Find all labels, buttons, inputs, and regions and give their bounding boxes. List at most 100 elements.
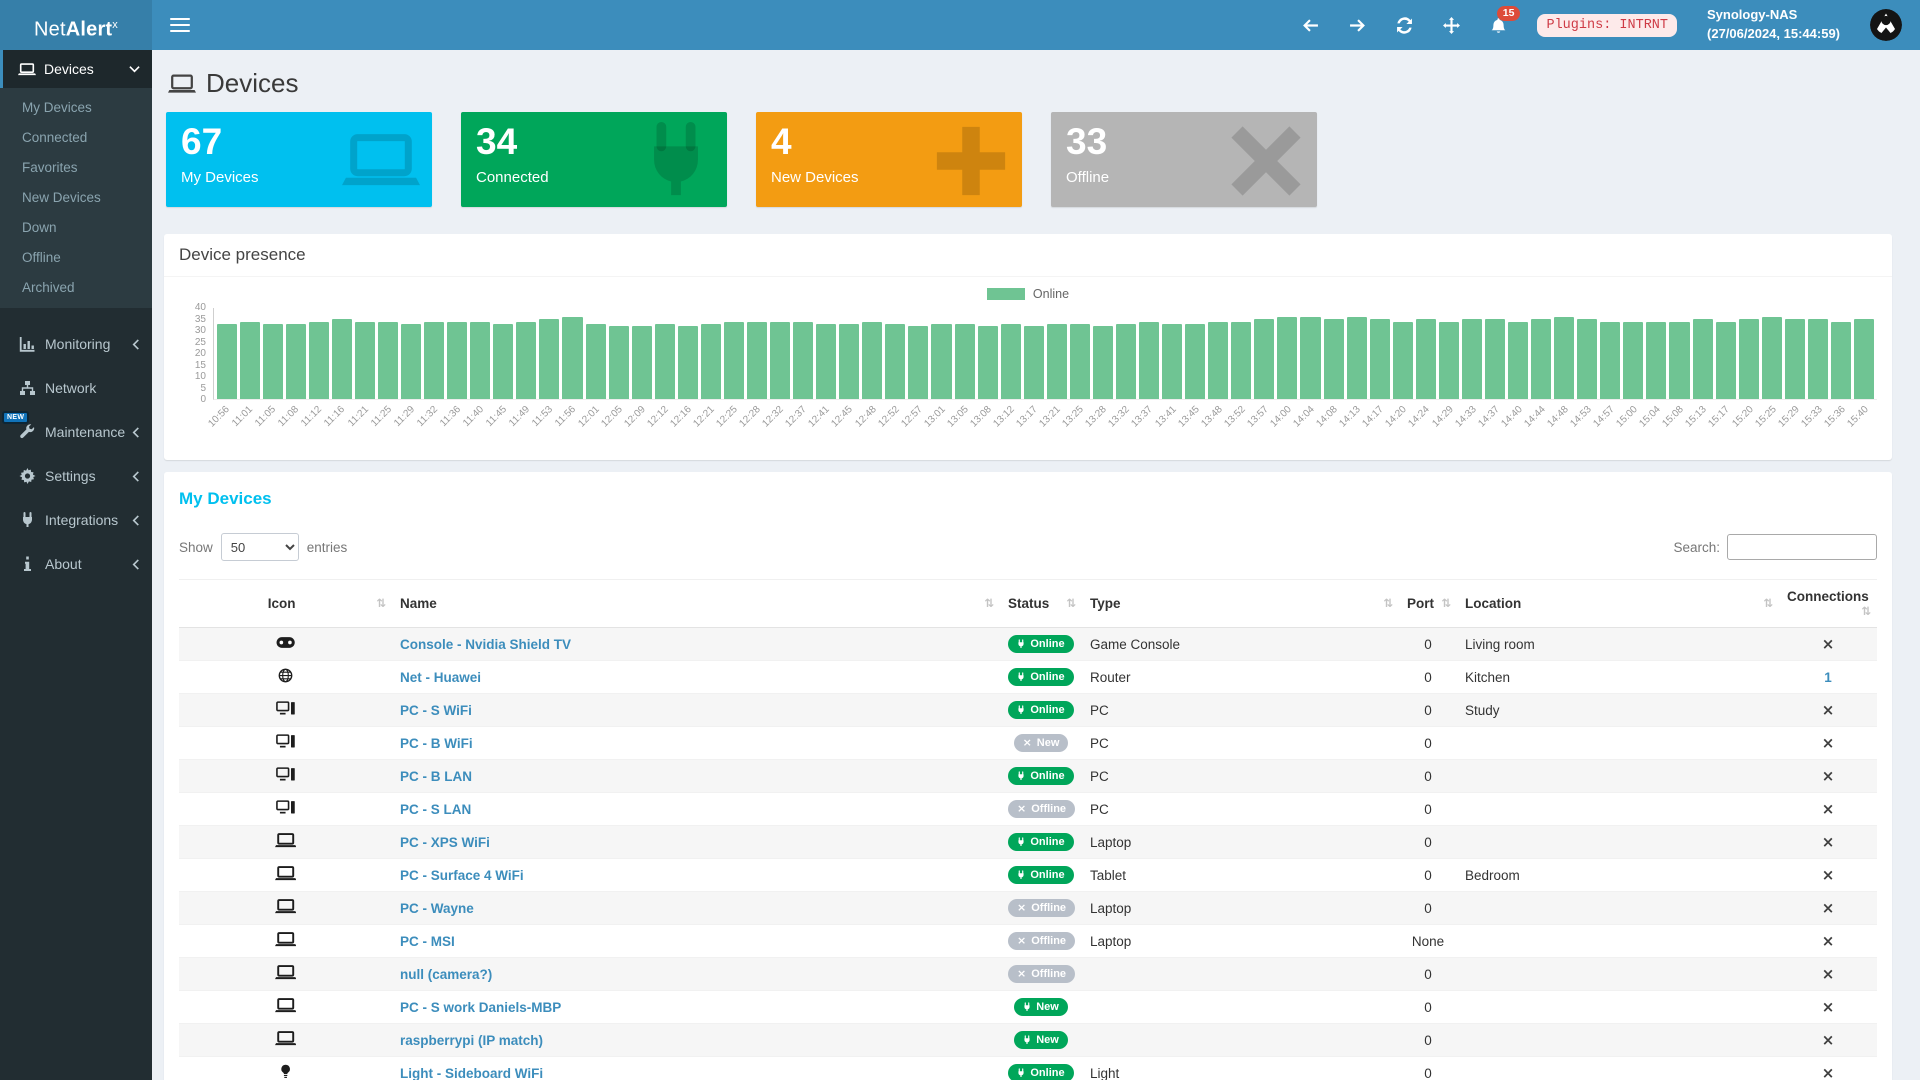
sidebar-subitem-archived[interactable]: Archived (22, 280, 75, 295)
cell-name: PC - MSI (392, 924, 1000, 958)
column-label: Port (1407, 596, 1434, 611)
status-badge: New (1014, 1031, 1068, 1049)
cell-port: 0 (1399, 1023, 1457, 1057)
column-header-status[interactable]: Status ⇅ (1000, 579, 1082, 628)
cell-port: 0 (1399, 759, 1457, 793)
top-header: NetAlertx 15 Plugins: INTRNT Synology-NA… (0, 0, 1920, 50)
device-name-link[interactable]: null (camera?) (400, 966, 493, 982)
device-name-link[interactable]: PC - B LAN (400, 768, 472, 784)
sidebar-subitem-my-devices[interactable]: My Devices (22, 100, 92, 115)
sidebar-subitem-offline[interactable]: Offline (22, 250, 61, 265)
device-name-link[interactable]: PC - MSI (400, 933, 455, 949)
device-name-link[interactable]: raspberrypi (IP match) (400, 1032, 544, 1048)
cell-location: Living room (1457, 627, 1779, 661)
device-name-link[interactable]: PC - XPS WiFi (400, 834, 490, 850)
refresh-icon[interactable] (1396, 16, 1413, 34)
device-name-link[interactable]: PC - S work Daniels-MBP (400, 999, 562, 1015)
sidebar-item-integrations[interactable]: Integrations (0, 498, 152, 542)
card-connected[interactable]: 34 Connected (461, 112, 727, 207)
device-name-link[interactable]: PC - B WiFi (400, 735, 473, 751)
device-name-link[interactable]: PC - Wayne (400, 900, 474, 916)
user-avatar[interactable] (1870, 9, 1902, 41)
sidebar-item-settings[interactable]: Settings (0, 454, 152, 498)
sidebar-subitem-new-devices[interactable]: New Devices (22, 190, 101, 205)
lightbulb-icon (280, 1064, 291, 1079)
device-name-link[interactable]: PC - S LAN (400, 801, 472, 817)
host-info: Synology-NAS (27/06/2024, 15:44:59) (1707, 6, 1840, 44)
online-bar (608, 326, 629, 399)
cell-port: 0 (1399, 891, 1457, 925)
card-new-devices[interactable]: 4 New Devices (756, 112, 1022, 207)
cell-location (1457, 1056, 1779, 1080)
cell-location: Kitchen (1457, 660, 1779, 694)
cell-port: 0 (1399, 660, 1457, 694)
online-bar (1185, 323, 1206, 399)
cell-icon (179, 990, 392, 1024)
cell-location: Study (1457, 693, 1779, 727)
device-name-link[interactable]: Net - Huawei (400, 669, 482, 685)
cell-icon (179, 825, 392, 859)
x-icon: × (1017, 901, 1027, 914)
x-tick: 11:25 (369, 400, 399, 452)
cell-icon (179, 1023, 392, 1057)
column-label: Connections (1787, 589, 1869, 604)
card-my-devices[interactable]: 67 My Devices (166, 112, 432, 207)
card-offline[interactable]: 33 Offline (1051, 112, 1317, 207)
column-header-icon[interactable]: Icon ⇅ (179, 579, 392, 628)
device-name-link[interactable]: PC - S WiFi (400, 702, 472, 718)
column-header-port[interactable]: Port ⇅ (1399, 579, 1457, 628)
column-header-type[interactable]: Type ⇅ (1082, 579, 1399, 628)
device-name-link[interactable]: PC - Surface 4 WiFi (400, 867, 524, 883)
nav-forward-icon[interactable] (1349, 17, 1366, 34)
laptop-icon (274, 998, 297, 1013)
online-bar (700, 323, 721, 399)
column-header-name[interactable]: Name ⇅ (392, 579, 1000, 628)
app-logo[interactable]: NetAlertx (0, 0, 152, 50)
sidebar-item-about[interactable]: About (0, 542, 152, 586)
move-layout-icon[interactable] (1443, 16, 1461, 34)
sidebar-subitem-down[interactable]: Down (22, 220, 57, 235)
sidebar-item-maintenance[interactable]: NEW Maintenance (0, 410, 152, 454)
online-bar (954, 323, 975, 399)
cell-icon (179, 792, 392, 826)
online-bar (1853, 319, 1874, 399)
search-input[interactable] (1727, 534, 1877, 560)
sidebar-toggle-button[interactable] (170, 17, 190, 33)
sidebar-subitem-favorites[interactable]: Favorites (22, 160, 78, 175)
sidebar-item-monitoring[interactable]: Monitoring (0, 322, 152, 366)
navbar: 15 Plugins: INTRNT Synology-NAS (27/06/2… (152, 0, 1920, 50)
plug-icon (1023, 1002, 1031, 1012)
status-badge: Online (1008, 635, 1074, 653)
plugins-status-badge[interactable]: Plugins: INTRNT (1537, 13, 1678, 37)
notifications-bell-icon[interactable]: 15 (1490, 5, 1521, 34)
cell-status: Online (1000, 660, 1082, 694)
laptop-icon (274, 866, 297, 881)
sidebar-item-devices[interactable]: Devices (0, 50, 152, 88)
notification-count-badge[interactable]: 15 (1496, 5, 1521, 21)
nav-back-icon[interactable] (1302, 17, 1319, 34)
online-bar (1046, 323, 1067, 399)
plug-icon (1017, 1068, 1025, 1078)
table-row: PC - S WiFi Online PC 0 Study × (179, 693, 1877, 727)
x-tick: 11:45 (484, 400, 514, 452)
column-header-location[interactable]: Location ⇅ (1457, 579, 1779, 628)
chevron-left-icon (132, 338, 140, 350)
cell-name: Console - Nvidia Shield TV (392, 627, 1000, 661)
card-value: 34 (476, 121, 518, 162)
cell-location: Bedroom (1457, 858, 1779, 892)
gear-icon (19, 468, 36, 484)
device-name-link[interactable]: Console - Nvidia Shield TV (400, 636, 572, 652)
page-length-select[interactable]: 50 (220, 533, 299, 561)
sidebar-devices-label: Devices (44, 61, 94, 77)
sort-icon: ⇅ (1763, 596, 1773, 610)
sidebar-subitem-connected[interactable]: Connected (22, 130, 88, 145)
online-bar (1692, 319, 1713, 399)
connections-link[interactable]: 1 (1824, 669, 1832, 685)
online-bar (1069, 323, 1090, 399)
device-name-link[interactable]: Light - Sideboard WiFi (400, 1065, 544, 1080)
online-bar (1531, 319, 1552, 399)
column-header-connections[interactable]: Connections ⇅ (1779, 579, 1877, 628)
x-tick: 11:21 (346, 400, 375, 452)
chart-legend[interactable]: Online (179, 283, 1877, 305)
sidebar-item-network[interactable]: Network (0, 366, 152, 410)
